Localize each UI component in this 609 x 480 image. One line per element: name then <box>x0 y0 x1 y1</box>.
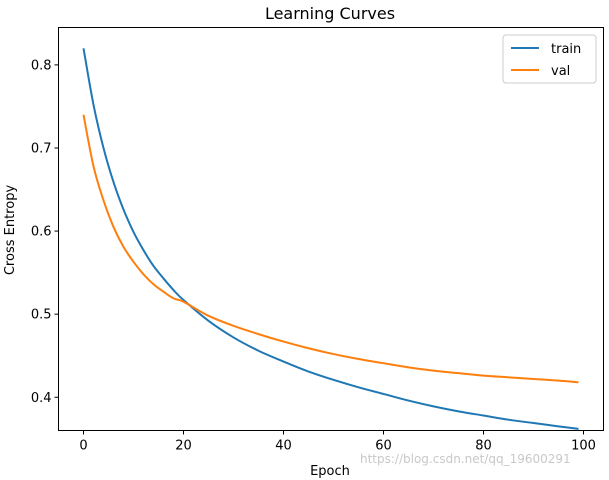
x-tick-label: 100 <box>571 439 596 454</box>
series-line-train <box>82 48 579 430</box>
y-tick-label: 0.6 <box>31 225 52 240</box>
series-line-val <box>82 114 579 384</box>
y-tick-label: 0.5 <box>31 308 52 323</box>
x-axis-label: Epoch <box>310 464 350 479</box>
y-tick-label: 0.7 <box>31 141 52 156</box>
x-tick-label: 80 <box>475 439 492 454</box>
y-axis-label: Cross Entropy <box>3 185 18 276</box>
legend-label-val: val <box>551 64 570 79</box>
legend-box <box>502 34 597 84</box>
y-tick-label: 0.8 <box>31 58 52 73</box>
x-tick-label: 0 <box>79 439 87 454</box>
chart-title: Learning Curves <box>265 4 395 23</box>
legend-label-train: train <box>551 42 581 57</box>
x-tick-label: 40 <box>275 439 292 454</box>
x-tick-label: 60 <box>375 439 392 454</box>
plot-frame <box>58 27 604 431</box>
x-tick-label: 20 <box>175 439 192 454</box>
legend: train val <box>502 34 597 84</box>
watermark: https://blog.csdn.net/qq_19600291 <box>360 452 571 466</box>
y-tick-label: 0.4 <box>31 391 52 406</box>
